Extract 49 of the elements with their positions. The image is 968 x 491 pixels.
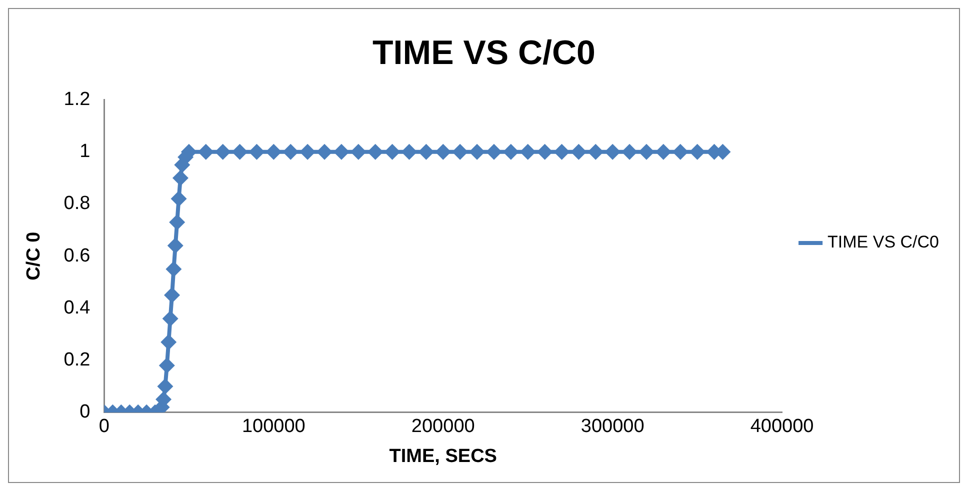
point [502, 144, 519, 160]
x-tick-label: 100000 [242, 416, 306, 438]
point [588, 144, 604, 160]
point [452, 144, 468, 160]
point [384, 144, 400, 160]
x-tick-label: 0 [98, 416, 110, 438]
point [520, 144, 536, 160]
legend-label: TIME VS C/C0 [828, 232, 940, 252]
y-tick-label: 0.4 [64, 297, 91, 318]
x-tick-label: 400000 [750, 416, 814, 438]
point [300, 144, 316, 160]
y-tick-label: 0.2 [64, 350, 90, 371]
point [486, 144, 502, 160]
x-tick-label: 200000 [411, 416, 475, 438]
y-tick-label: 0 [80, 402, 90, 423]
point [604, 144, 621, 160]
point [536, 144, 553, 160]
point [622, 144, 638, 160]
point [282, 144, 299, 160]
point [418, 144, 434, 160]
point [266, 144, 282, 160]
point [333, 144, 350, 160]
point [169, 214, 186, 230]
point [469, 144, 486, 160]
point [689, 144, 706, 160]
point [570, 144, 587, 160]
chart-title: TIME VS C/C0 [372, 34, 596, 72]
y-tick-label: 0.6 [64, 245, 90, 266]
point [554, 144, 570, 160]
point [172, 170, 188, 186]
point [638, 144, 654, 160]
y-tick-label: 1 [80, 141, 90, 162]
point [170, 190, 187, 207]
point [214, 144, 231, 160]
point [232, 144, 248, 160]
y-tick-label: 0.8 [64, 193, 90, 214]
x-tick-label: 300000 [580, 416, 644, 438]
point [198, 144, 214, 160]
point [248, 144, 265, 160]
point [435, 144, 452, 160]
y-tick-label: 1.2 [64, 89, 90, 110]
y-axis-title: C/C 0 [24, 232, 45, 280]
point [316, 144, 333, 160]
x-axis-title: TIME, SECS [389, 446, 497, 467]
point [672, 144, 688, 160]
point [367, 144, 384, 160]
point [401, 144, 418, 160]
point [655, 144, 672, 160]
point [350, 144, 366, 160]
